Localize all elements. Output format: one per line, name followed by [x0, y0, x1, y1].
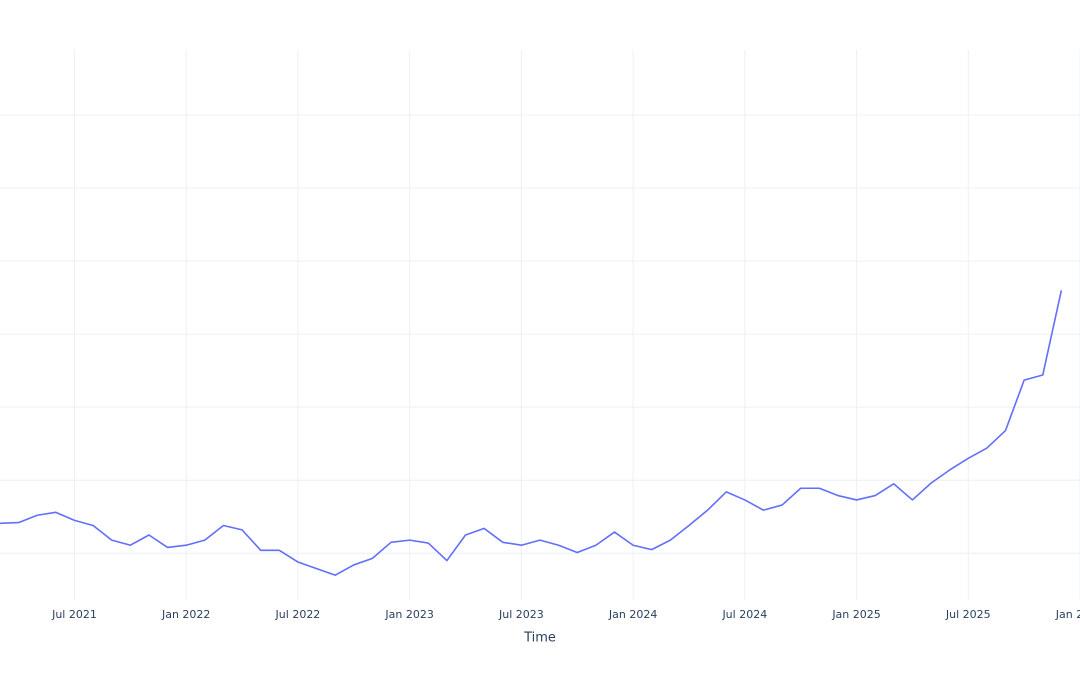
x-tick-label: Jan 2023	[384, 608, 433, 621]
x-tick-label: Jul 2022	[275, 608, 321, 621]
x-tick-label: Jan 2025	[831, 608, 880, 621]
x-tick-label: Jul 2025	[945, 608, 991, 621]
x-tick-label: Jul 2021	[51, 608, 97, 621]
line-series	[0, 290, 1063, 576]
x-tick-label: Jan 2026	[1055, 608, 1080, 621]
x-axis-title: Time	[523, 631, 556, 646]
x-tick-label: Jul 2023	[498, 608, 544, 621]
x-tick-label: Jan 2024	[608, 608, 657, 621]
x-tick-label: Jul 2024	[721, 608, 767, 621]
x-tick-label: Jan 2022	[161, 608, 210, 621]
